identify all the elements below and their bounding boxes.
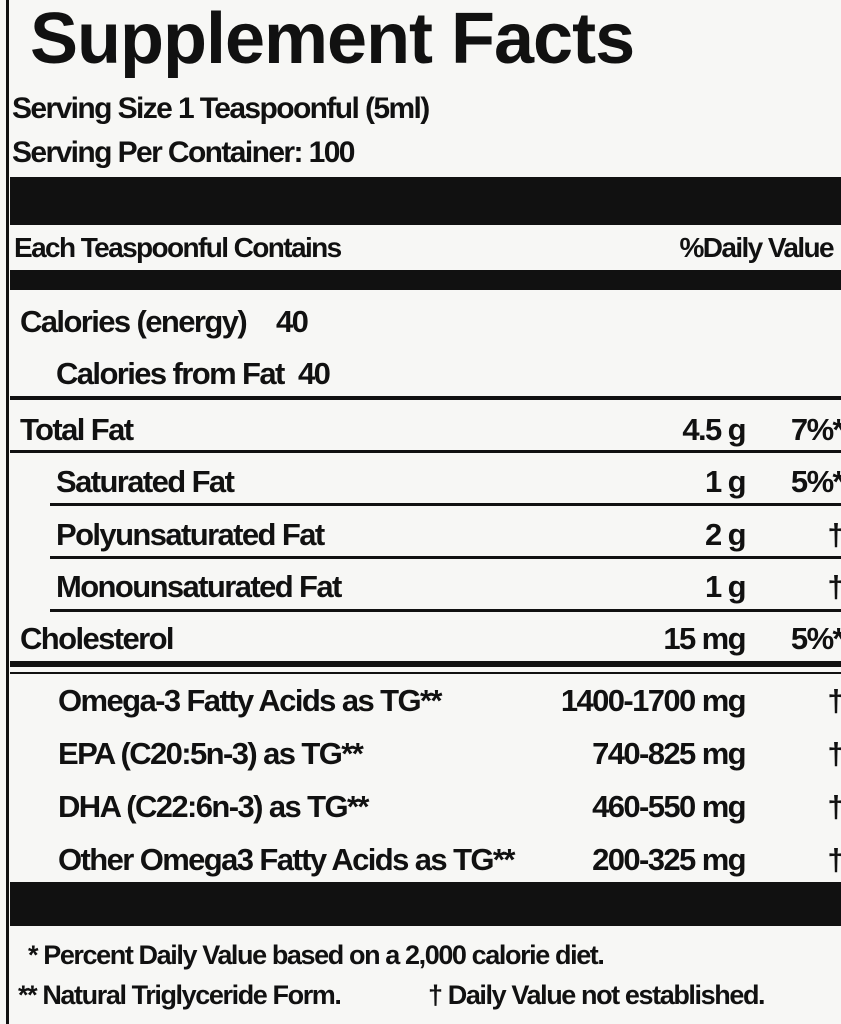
thick-rule xyxy=(10,270,841,290)
nutrient-daily-value: † xyxy=(827,789,841,825)
calories-from-fat-value: 40 xyxy=(298,356,331,391)
footnote-natural: ** Natural Triglyceride Form. xyxy=(18,980,342,1010)
black-bar xyxy=(10,882,841,926)
footnote-dagger: † Daily Value not established. xyxy=(428,980,766,1010)
nutrient-daily-value: 5%* xyxy=(790,621,841,656)
rule xyxy=(50,503,841,506)
nutrient-name: Monounsaturated Fat xyxy=(56,569,342,604)
calories-from-fat-label: Calories from Fat xyxy=(56,356,285,391)
calories-label: Calories (energy) xyxy=(20,304,248,339)
footnote-percent: * Percent Daily Value based on a 2,000 c… xyxy=(28,940,605,970)
nutrient-daily-value: † xyxy=(827,569,841,605)
calories-value: 40 xyxy=(276,304,309,339)
nutrient-name: EPA (C20:5n-3) as TG** xyxy=(58,736,364,771)
nutrient-name: Cholesterol xyxy=(20,621,175,656)
nutrient-daily-value: † xyxy=(827,683,841,719)
nutrient-name: Other Omega3 Fatty Acids as TG** xyxy=(58,842,515,877)
nutrient-amount: 460-550 mg xyxy=(592,789,746,824)
black-bar xyxy=(10,177,841,225)
nutrient-amount: 1 g xyxy=(705,569,747,604)
nutrient-daily-value: 5%* xyxy=(790,464,841,499)
rule xyxy=(10,672,841,674)
nutrient-daily-value: † xyxy=(827,842,841,878)
nutrient-name: Polyunsaturated Fat xyxy=(56,517,325,552)
nutrient-amount: 2 g xyxy=(705,517,747,552)
title: Supplement Facts xyxy=(30,0,635,79)
column-header-right: %Daily Value xyxy=(679,232,834,263)
nutrient-amount: 740-825 mg xyxy=(592,736,746,771)
nutrient-amount: 1 g xyxy=(705,464,747,499)
nutrient-daily-value: † xyxy=(827,736,841,772)
nutrient-amount: 1400-1700 mg xyxy=(560,683,747,718)
servings-per-container: Serving Per Container: 100 xyxy=(12,136,355,169)
nutrient-amount: 4.5 g xyxy=(682,412,746,447)
rule xyxy=(10,661,841,667)
rule xyxy=(10,450,841,453)
left-border xyxy=(6,0,9,1024)
column-header-left: Each Teaspoonful Contains xyxy=(14,232,342,263)
rule xyxy=(10,396,841,400)
nutrient-name: DHA (C22:6n-3) as TG** xyxy=(58,789,369,824)
serving-size: Serving Size 1 Teaspoonful (5ml) xyxy=(12,92,430,125)
nutrient-daily-value: † xyxy=(827,517,841,553)
nutrient-daily-value: 7%* xyxy=(790,412,841,447)
nutrient-amount: 15 mg xyxy=(663,621,746,656)
rule xyxy=(50,556,841,559)
rule xyxy=(50,609,841,612)
nutrient-amount: 200-325 mg xyxy=(592,842,746,877)
nutrient-name: Saturated Fat xyxy=(56,464,235,499)
nutrient-name: Omega-3 Fatty Acids as TG** xyxy=(58,683,443,718)
nutrient-name: Total Fat xyxy=(20,412,134,447)
